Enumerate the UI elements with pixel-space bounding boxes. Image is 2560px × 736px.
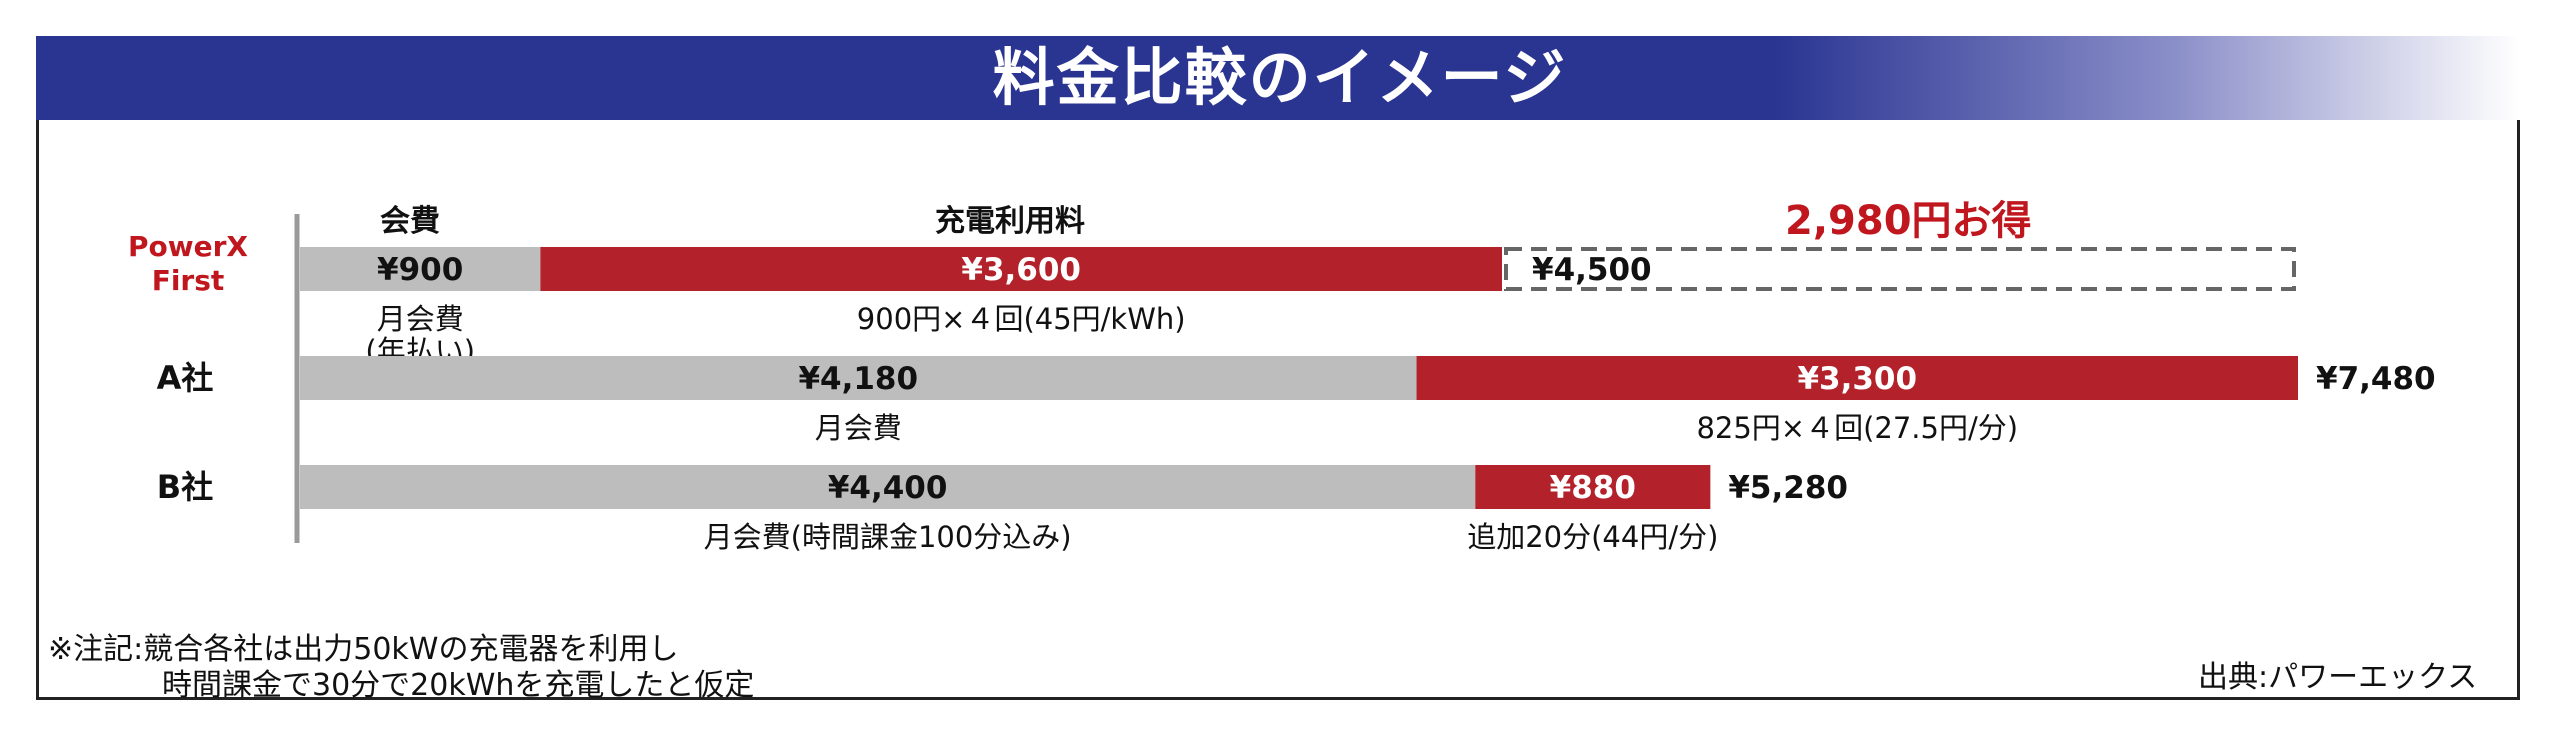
footnote-line-1: ※注記:競合各社は出力50kWの充電器を利用し [48, 632, 679, 667]
powerx-first-logo: PowerX First [118, 230, 258, 298]
chart-title: 料金比較のイメージ [992, 41, 1568, 114]
sub-label-membership-row-3: 月会費(時間課金100分込み) [704, 520, 1072, 554]
total-label-row-2: ¥7,480 [2316, 361, 2436, 397]
segment-label-membership-row-2: ¥4,180 [798, 361, 918, 397]
title-banner [36, 36, 2520, 120]
segment-label-membership-row-3: ¥4,400 [828, 470, 948, 506]
total-label-row-1: ¥4,500 [1532, 252, 1652, 288]
footnote-line-2: 時間課金で30分で20kWhを充電したと仮定 [162, 668, 755, 703]
column-header-membership: 会費 [380, 204, 440, 239]
brand-line-2: First [151, 264, 225, 297]
bar-membership-row-1 [300, 247, 541, 291]
sub-label-charging-row-1: 900円×４回(45円/kWh) [857, 302, 1186, 336]
column-header-charging: 充電利用料 [935, 204, 1085, 239]
source-note: 出典:パワーエックス [2198, 660, 2478, 695]
sub-label-membership-row-1: 月会費 [377, 302, 464, 336]
bar-charging-row-1 [540, 247, 1503, 291]
segment-label-membership-row-1: ¥900 [377, 252, 463, 288]
sub-label-charging-row-2: 825円×４回(27.5円/分) [1696, 411, 2018, 445]
bar-charging-row-2 [1416, 356, 2298, 400]
segment-label-charging-row-3: ¥880 [1550, 470, 1636, 506]
row-label-a-company: A社 [157, 359, 214, 397]
sub-label-membership-row-2: 月会費 [815, 411, 902, 445]
bar-membership-row-3 [300, 465, 1476, 509]
sub-label-charging-row-3: 追加20分(44円/分) [1467, 520, 1718, 554]
row-label-b-company: B社 [157, 468, 213, 506]
bar-membership-row-2 [300, 356, 1417, 400]
savings-dashed-box [1504, 247, 2296, 291]
bar-charging-row-3 [1475, 465, 1711, 509]
savings-label: 2,980円お得 [1785, 198, 2032, 244]
brand-line-1: PowerX [127, 230, 248, 263]
segment-label-charging-row-1: ¥3,600 [961, 252, 1081, 288]
total-label-row-3: ¥5,280 [1728, 470, 1848, 506]
segment-label-charging-row-2: ¥3,300 [1797, 361, 1917, 397]
